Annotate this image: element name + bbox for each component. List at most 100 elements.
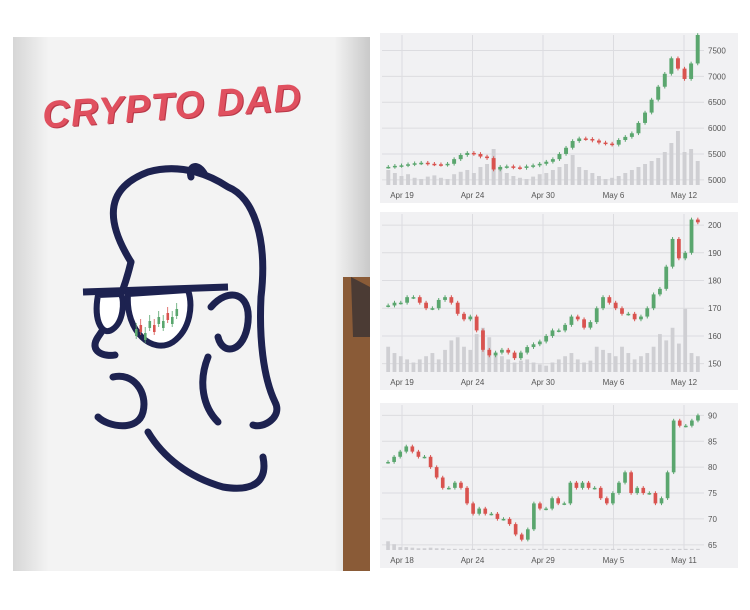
candle-body — [507, 518, 512, 525]
candle-body — [531, 344, 536, 348]
volume-bar — [577, 167, 582, 185]
candle-body — [629, 133, 634, 137]
volume-bar — [449, 340, 454, 372]
volume-bar — [623, 173, 628, 185]
volume-bar — [500, 356, 504, 372]
volume-bar — [436, 359, 441, 372]
volume-bar — [501, 548, 506, 550]
volume-bar — [477, 548, 482, 550]
volume-bar — [519, 548, 524, 550]
candle-body — [449, 297, 454, 303]
candle-body — [519, 534, 524, 540]
candle-body — [629, 472, 633, 494]
candle-body — [683, 425, 688, 428]
candle-body — [563, 324, 568, 331]
volume-bar — [453, 548, 457, 550]
volume-bar — [531, 176, 536, 185]
volume-bar — [525, 359, 530, 372]
volume-bar — [506, 359, 511, 372]
volume-bar — [670, 327, 675, 372]
volume-bar — [632, 359, 637, 372]
volume-bar — [643, 164, 648, 185]
volume-bar — [675, 131, 680, 185]
candle-body — [682, 68, 687, 79]
candle-body — [690, 420, 694, 426]
candle-body — [653, 493, 658, 504]
volume-bar — [620, 346, 624, 372]
lens-candle — [175, 309, 179, 316]
volume-bar — [493, 353, 498, 372]
x-tick-label: Apr 29 — [531, 556, 555, 565]
volume-bar — [537, 174, 542, 185]
x-tick-label: Apr 24 — [461, 191, 485, 200]
volume-bar — [537, 364, 542, 372]
lens-candle — [162, 321, 165, 328]
candle-body — [459, 482, 463, 488]
volume-bar — [513, 548, 518, 550]
y-tick-label: 85 — [708, 437, 717, 446]
volume-bar — [445, 179, 450, 185]
lens-candle — [171, 317, 174, 324]
candle-body — [458, 155, 463, 160]
volume-bar — [626, 353, 631, 372]
volume-bar — [532, 548, 536, 550]
candle-body — [677, 420, 682, 426]
x-tick-label: Apr 18 — [390, 556, 414, 565]
candle-body — [432, 163, 437, 166]
candle-body — [513, 524, 518, 535]
volume-bar — [462, 346, 466, 372]
y-tick-label: 90 — [708, 411, 717, 420]
candle-body — [538, 503, 542, 509]
lens-candle — [144, 333, 147, 340]
volume-bar — [659, 548, 664, 550]
volume-bar — [557, 167, 562, 185]
volume-bar — [594, 346, 599, 372]
candle-body — [485, 156, 490, 159]
candle-body — [532, 503, 536, 530]
candle-body — [512, 352, 517, 359]
volume-bar — [556, 548, 561, 550]
x-tick-label: May 5 — [603, 556, 625, 565]
candle-body — [517, 167, 522, 169]
chart-panel-3: 90 85 80 75 70 65 Apr 18 Apr 24 Apr 29 May 5 May 1… — [380, 403, 738, 568]
candle-body — [443, 297, 447, 300]
candle-body — [404, 446, 409, 452]
candle-body — [392, 302, 397, 306]
volume-bar — [468, 349, 473, 372]
lens-candle — [153, 325, 156, 332]
volume-bar — [392, 353, 397, 372]
volume-bar — [495, 548, 500, 550]
candle-body — [406, 164, 411, 166]
y-tick-label: 180 — [708, 277, 722, 286]
candle-body — [577, 138, 582, 142]
volume-bar — [446, 548, 451, 550]
candle-body — [675, 58, 680, 69]
volume-bar — [404, 547, 409, 550]
volume-bar — [430, 353, 435, 372]
candle-body — [664, 266, 669, 289]
x-tick-label: Apr 30 — [531, 378, 555, 387]
candle-body — [416, 451, 421, 457]
candle-body — [659, 498, 664, 504]
candle-body — [386, 305, 391, 307]
volume-bar — [556, 359, 561, 372]
candle-body — [504, 166, 509, 168]
lens-candle — [166, 313, 170, 320]
candle-body — [592, 487, 597, 490]
candle-body — [617, 482, 621, 494]
candle-body — [588, 322, 593, 328]
candle-body — [626, 313, 631, 316]
candle-body — [483, 508, 488, 514]
candle-body — [428, 456, 433, 468]
volume-bar — [525, 548, 530, 550]
x-tick-label: Apr 24 — [461, 378, 485, 387]
volume-bar — [592, 548, 597, 550]
candle-body — [524, 166, 529, 168]
candle-body — [611, 493, 615, 504]
candle-body — [575, 316, 580, 320]
candle-body — [436, 299, 441, 309]
volume-bar — [412, 177, 417, 185]
volume-bar — [676, 343, 681, 372]
volume-bar — [465, 170, 470, 185]
candle-body — [689, 219, 694, 253]
